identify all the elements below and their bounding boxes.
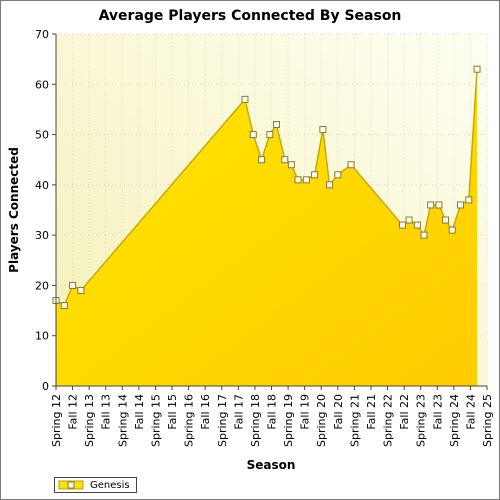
x-tick-label: Fall 14 [133, 394, 146, 430]
data-point [334, 171, 342, 179]
x-tick-label: Spring 14 [116, 394, 129, 447]
data-point [311, 171, 319, 179]
x-tick-label: Spring 13 [83, 394, 96, 447]
data-point [266, 131, 274, 139]
data-point [281, 156, 289, 164]
x-tick-label: Fall 18 [266, 394, 279, 430]
x-tick-label: Spring 20 [315, 394, 328, 447]
y-tick-label: 10 [35, 330, 49, 343]
x-tick-label: Fall 13 [100, 394, 113, 430]
x-tick-label: Spring 16 [183, 394, 196, 447]
x-tick-label: Fall 19 [299, 394, 312, 430]
y-axis-ticks: 0 10 20 30 40 50 60 70 [35, 28, 56, 393]
y-tick-label: 60 [35, 78, 49, 91]
y-tick-label: 30 [35, 229, 49, 242]
data-point [448, 226, 456, 234]
x-tick-label: Spring 18 [249, 394, 262, 447]
data-point [435, 201, 443, 209]
x-tick-label: Fall 12 [67, 394, 80, 430]
series-area-0 [56, 69, 478, 386]
legend-swatch [58, 480, 84, 490]
x-tick-label: Fall 22 [398, 394, 411, 430]
y-tick-label: 20 [35, 279, 49, 292]
data-point [442, 216, 450, 224]
x-tick-label: Fall 21 [365, 394, 378, 430]
data-point [347, 161, 355, 169]
data-point [287, 161, 295, 169]
data-point [420, 231, 428, 239]
data-point [427, 201, 435, 209]
data-point [473, 65, 481, 73]
data-point [465, 196, 473, 204]
data-point [272, 121, 280, 129]
x-tick-label: Spring 24 [448, 394, 461, 447]
data-point [302, 176, 310, 184]
data-point [258, 156, 266, 164]
x-tick-label: Fall 16 [199, 394, 212, 430]
y-axis-label: Players Connected [7, 147, 21, 273]
x-tick-label: Spring 15 [149, 394, 162, 447]
data-point [60, 302, 68, 310]
x-tick-label: Spring 21 [348, 394, 361, 447]
chart-title: Average Players Connected By Season [98, 8, 402, 24]
x-tick-label: Fall 20 [332, 394, 345, 430]
y-tick-label: 40 [35, 179, 49, 192]
x-tick-label: Fall 23 [431, 394, 444, 430]
x-tick-label: Spring 25 [481, 394, 494, 447]
data-point [319, 126, 327, 134]
x-tick-label: Spring 23 [415, 394, 428, 447]
y-tick-label: 0 [42, 380, 49, 393]
data-point [413, 221, 421, 229]
data-point [326, 181, 334, 189]
data-point [456, 201, 464, 209]
x-tick-label: Fall 17 [232, 394, 245, 430]
series-layer [52, 65, 481, 386]
data-point [77, 286, 85, 294]
data-point [294, 176, 302, 184]
x-tick-label: Spring 22 [382, 394, 395, 447]
x-tick-label: Fall 24 [464, 394, 477, 430]
x-tick-label: Spring 17 [216, 394, 229, 447]
y-tick-label: 50 [35, 129, 49, 142]
data-point [405, 216, 413, 224]
x-tick-label: Spring 12 [50, 394, 63, 447]
data-point [249, 131, 257, 139]
data-point [398, 221, 406, 229]
x-tick-label: Fall 15 [166, 394, 179, 430]
y-tick-label: 70 [35, 28, 49, 41]
data-point [69, 281, 77, 289]
legend-label: Genesis [90, 479, 130, 491]
x-axis-label: Season [247, 458, 296, 472]
x-axis-ticks: Spring 12 Fall 12 Spring 13 Fall 13 Spring 1… [50, 386, 494, 447]
data-point [241, 95, 249, 103]
legend: Genesis [54, 477, 137, 493]
x-tick-label: Spring 19 [282, 394, 295, 447]
